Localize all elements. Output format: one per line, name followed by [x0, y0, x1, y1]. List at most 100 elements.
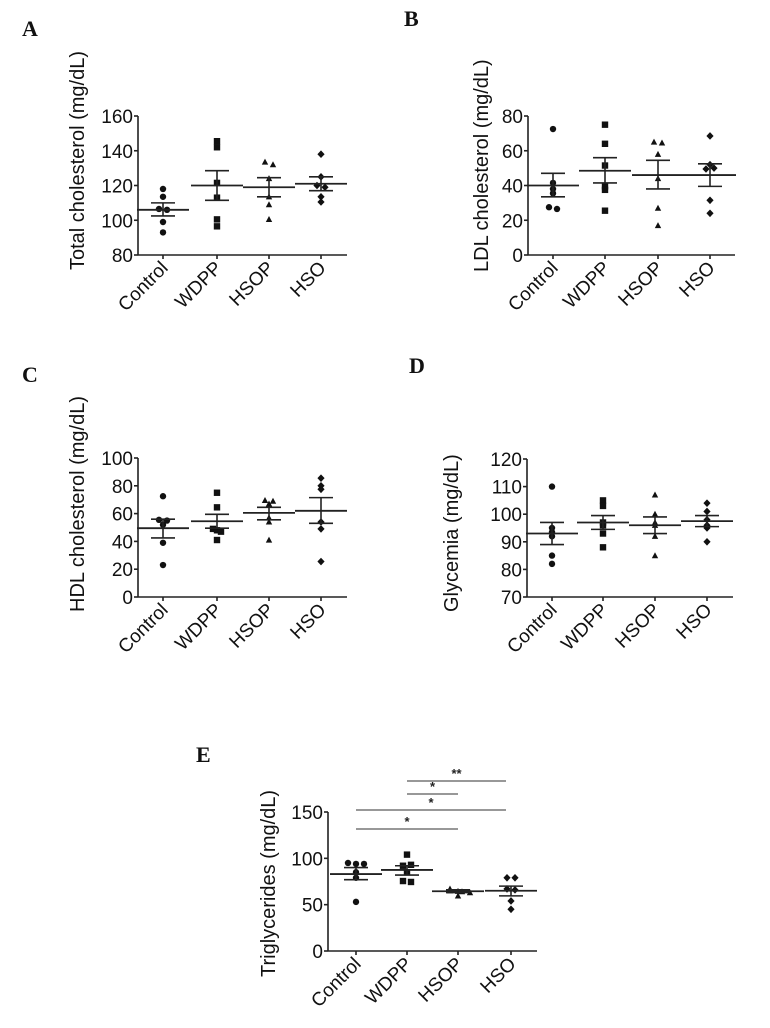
- data-point-square: [599, 544, 607, 551]
- data-point-circle: [159, 539, 167, 546]
- data-point-square: [213, 504, 221, 511]
- y-tick-label: 100: [291, 849, 323, 870]
- data-point-square: [601, 121, 609, 128]
- data-point-diamond: [511, 873, 519, 882]
- data-point-square: [599, 497, 607, 504]
- data-point-circle: [548, 560, 556, 568]
- data-point-triangle: [651, 532, 659, 539]
- series-hso: [681, 499, 733, 546]
- data-point-triangle: [658, 139, 666, 146]
- data-point-diamond: [507, 897, 515, 905]
- data-point-triangle: [261, 496, 269, 503]
- significance-label: *: [428, 795, 434, 810]
- data-point-square: [213, 527, 221, 534]
- data-point-circle: [360, 860, 368, 868]
- y-axis-title: Triglycerides (mg/dL): [258, 790, 280, 977]
- series-hso: [295, 474, 347, 566]
- panel-letter: D: [409, 353, 425, 378]
- data-point-square: [599, 530, 607, 537]
- data-point-square: [213, 216, 221, 223]
- series-hsop: [629, 491, 681, 559]
- x-category-label: WDPP: [559, 258, 614, 313]
- data-point-square: [213, 489, 221, 496]
- data-point-circle: [159, 493, 167, 500]
- panel-letter: E: [196, 742, 211, 767]
- data-point-circle: [159, 185, 167, 193]
- panel-b: B LDL cholesterol (mg/dL) 020406080Contr…: [404, 6, 736, 316]
- y-tick-label: 90: [501, 533, 522, 554]
- data-point-square: [213, 223, 221, 230]
- y-tick-label: 140: [101, 142, 133, 163]
- series-hsop: [632, 138, 684, 229]
- series-wdpp: [191, 489, 243, 544]
- data-point-square: [601, 140, 609, 147]
- data-point-circle: [549, 125, 557, 133]
- data-point-circle: [159, 193, 167, 200]
- significance-label: **: [451, 766, 462, 781]
- data-point-triangle: [269, 497, 277, 504]
- series-hsop: [243, 496, 295, 543]
- data-point-triangle: [654, 222, 662, 229]
- y-tick-label: 80: [112, 246, 133, 267]
- data-point-diamond: [702, 165, 710, 173]
- panel-letter: C: [22, 362, 38, 387]
- data-point-square: [601, 207, 609, 214]
- data-point-circle: [553, 205, 561, 213]
- x-category-label: HSO: [676, 258, 720, 302]
- y-tick-label: 100: [490, 505, 522, 526]
- y-tick-label: 70: [501, 588, 522, 609]
- data-point-triangle: [654, 150, 662, 157]
- series-wdpp: [191, 137, 243, 230]
- data-point-diamond: [703, 524, 711, 532]
- significance-label: *: [430, 779, 436, 794]
- panel-d: D Glycemia (mg/dL) 708090100110120Contro…: [409, 353, 733, 658]
- y-tick-label: 0: [122, 588, 133, 609]
- data-point-circle: [548, 552, 556, 559]
- y-axis-title: Glycemia (mg/dL): [441, 454, 463, 612]
- panel-c: C HDL cholesterol (mg/dL) 020406080100Co…: [22, 362, 347, 658]
- data-point-triangle: [654, 204, 662, 211]
- series-wdpp: [579, 121, 631, 214]
- x-category-label: WDPP: [171, 600, 226, 655]
- y-tick-label: 80: [112, 477, 133, 498]
- data-point-square: [213, 536, 221, 544]
- y-tick-label: 0: [512, 246, 523, 267]
- y-tick-label: 110: [492, 478, 522, 499]
- data-point-circle: [344, 859, 352, 867]
- x-category-label: HSOP: [226, 600, 279, 653]
- y-tick-label: 50: [302, 896, 323, 917]
- data-point-triangle: [651, 491, 659, 498]
- data-point-circle: [352, 898, 360, 906]
- data-point-diamond: [321, 183, 329, 192]
- data-point-diamond: [503, 885, 511, 893]
- y-axis-title: HDL cholesterol (mg/dL): [67, 396, 89, 612]
- data-point-triangle: [265, 536, 273, 543]
- y-axis-title: LDL cholesterol (mg/dL): [471, 59, 493, 272]
- x-category-label: WDPP: [557, 600, 612, 655]
- x-category-label: HSO: [673, 600, 717, 644]
- series-hso: [295, 150, 347, 206]
- data-point-diamond: [706, 132, 714, 140]
- series-wdpp: [577, 497, 629, 551]
- series-hso: [684, 132, 736, 218]
- data-point-triangle: [269, 161, 277, 168]
- series-control: [526, 483, 578, 568]
- data-point-square: [601, 183, 609, 190]
- x-category-label: HSO: [287, 258, 331, 302]
- x-category-label: HSOP: [415, 954, 468, 1007]
- data-point-square: [601, 186, 609, 194]
- data-point-square: [213, 144, 221, 151]
- x-category-label: WDPP: [171, 258, 226, 313]
- y-tick-label: 120: [101, 177, 133, 198]
- x-category-label: HSOP: [612, 600, 665, 653]
- data-point-circle: [352, 860, 360, 868]
- panel-a: A Total cholesterol (mg/dL) 80 100 120 140 1…: [22, 16, 347, 316]
- y-tick-label: 20: [502, 211, 523, 232]
- y-tick-label: 100: [101, 449, 133, 470]
- y-tick-label: 60: [502, 142, 523, 163]
- significance-bars: *****: [356, 766, 506, 830]
- data-point-diamond: [317, 150, 325, 159]
